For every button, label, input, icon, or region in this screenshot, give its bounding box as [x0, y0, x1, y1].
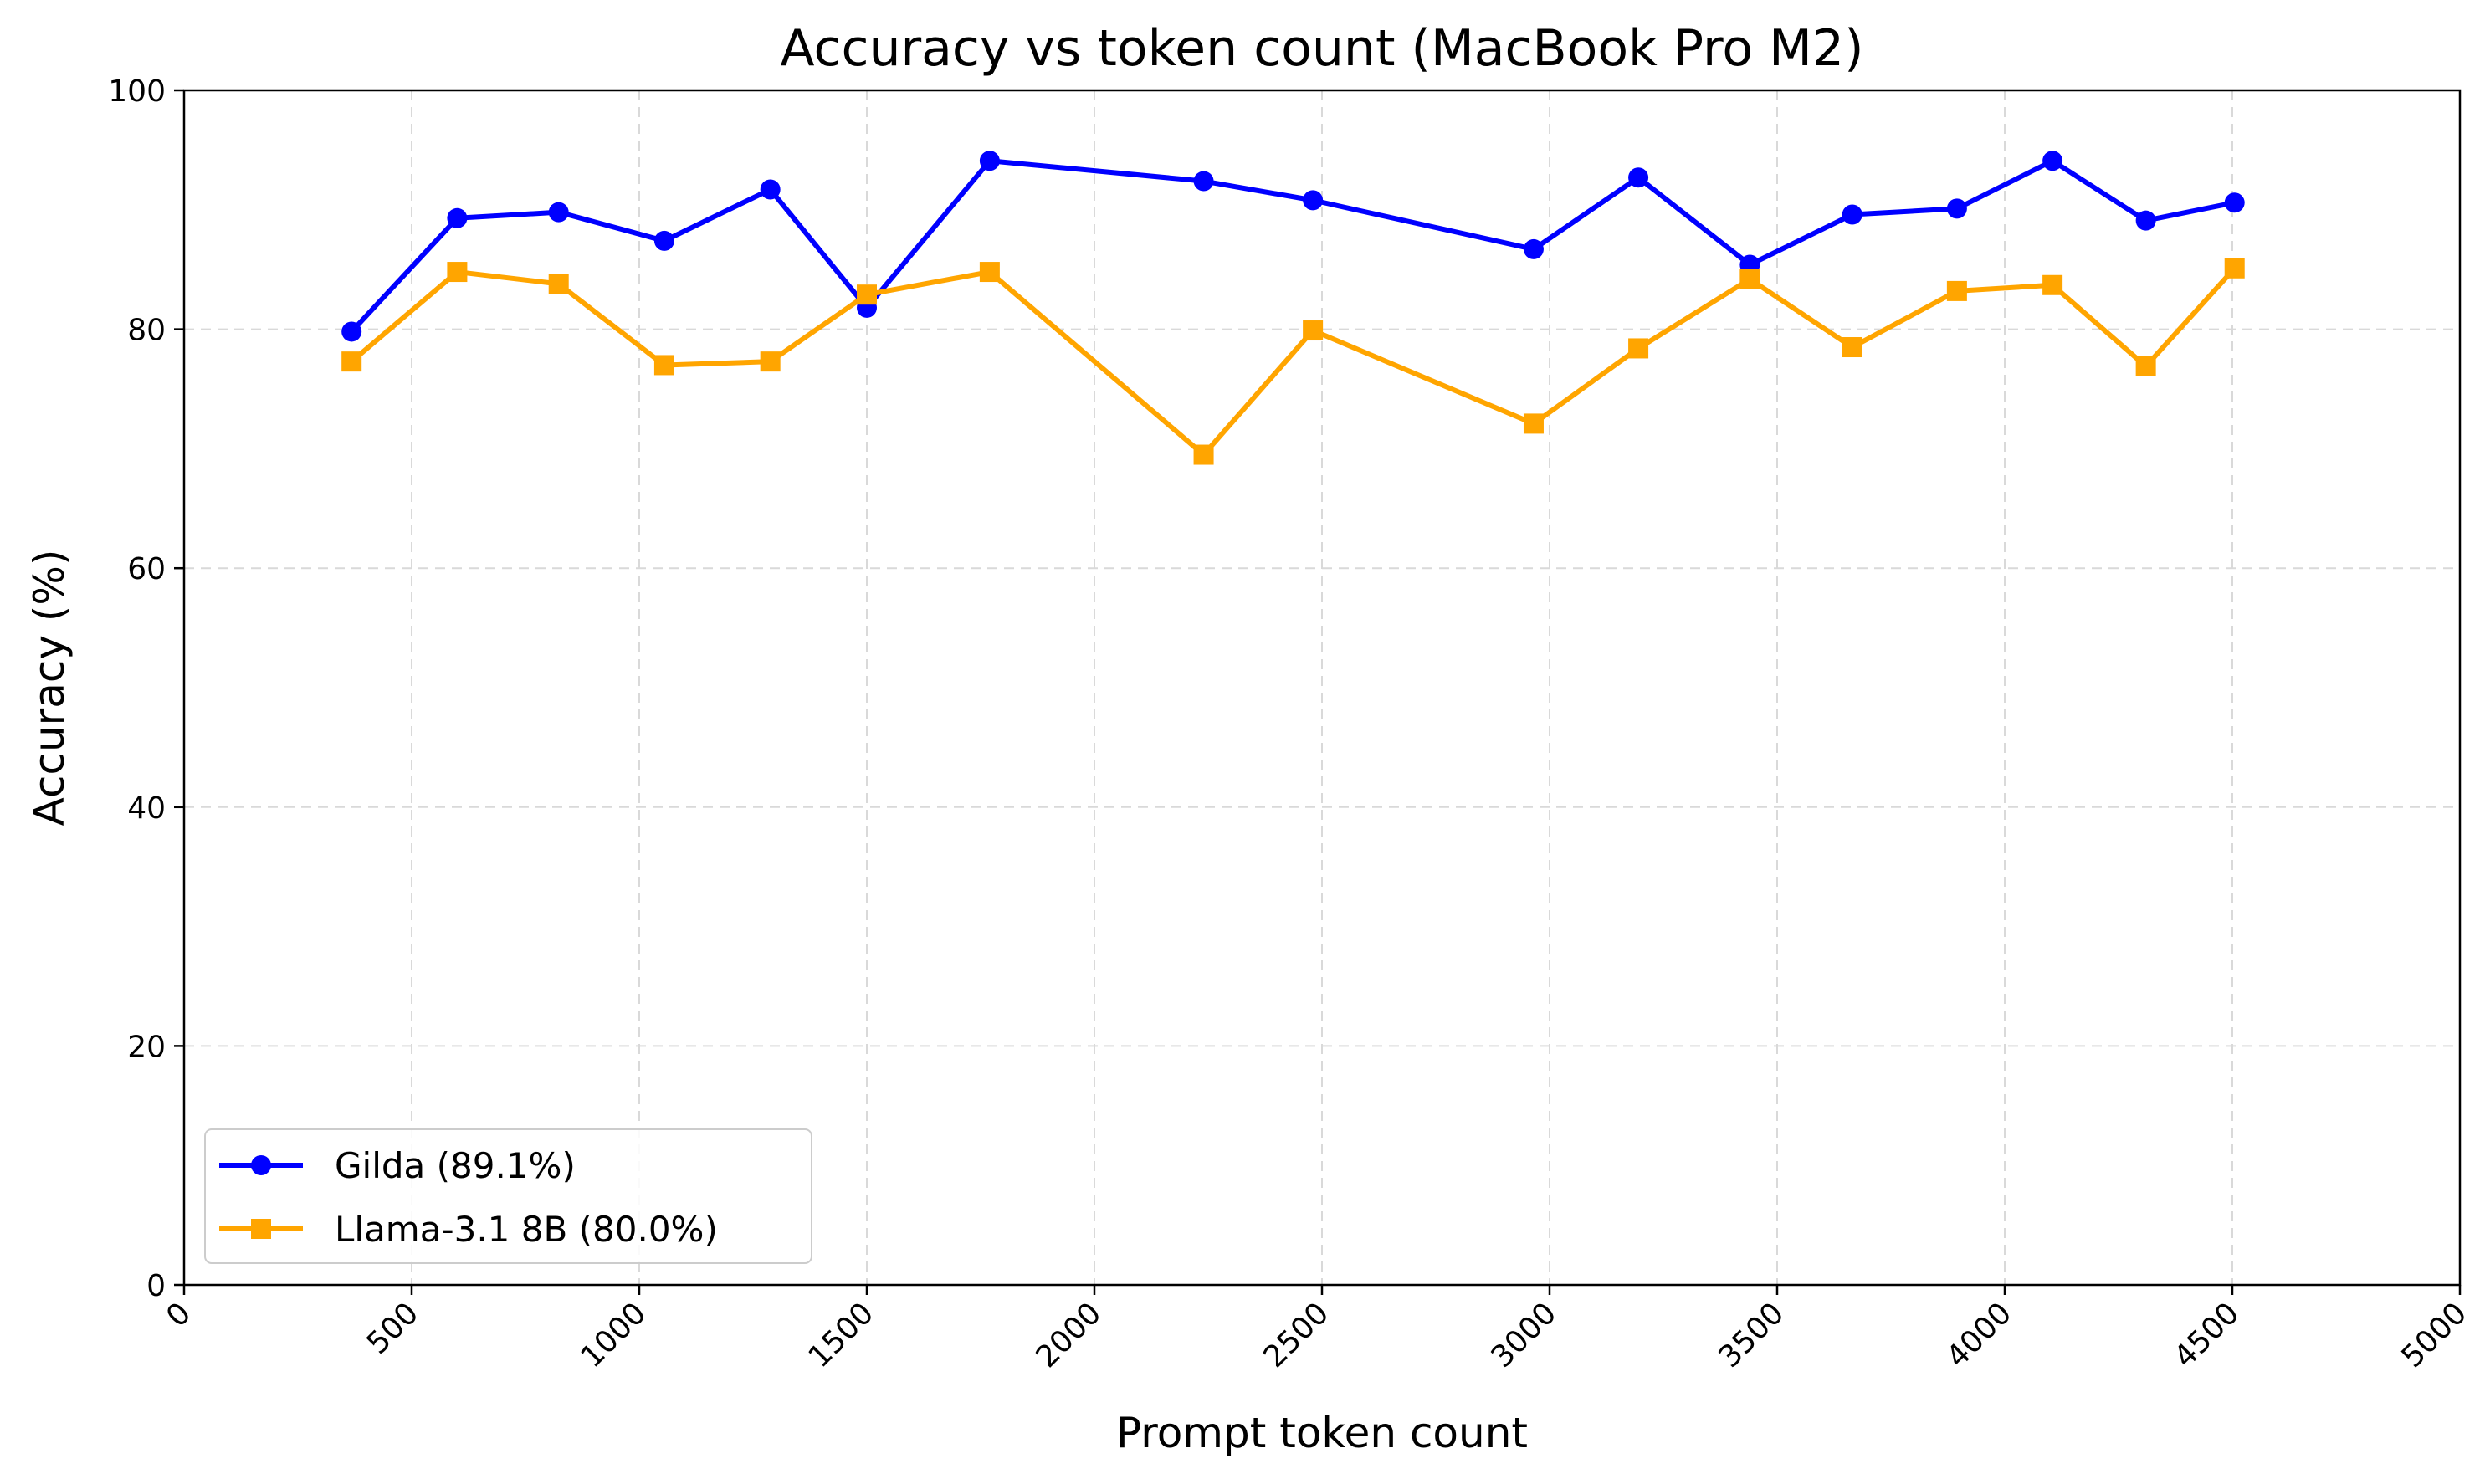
- data-point: [1946, 280, 1967, 301]
- legend-marker: [251, 1155, 271, 1175]
- chart-title: Accuracy vs token count (MacBook Pro M2): [781, 19, 1864, 78]
- data-point: [760, 179, 781, 200]
- series-layer: [341, 151, 2245, 465]
- data-point: [1628, 338, 1649, 359]
- legend-label: Llama-3.1 8B (80.0%): [335, 1209, 718, 1250]
- data-point: [447, 207, 468, 228]
- data-point: [979, 262, 1000, 283]
- data-point: [2135, 356, 2156, 376]
- legend-items: Gilda (89.1%) Llama-3.1 8B (80.0%): [219, 1145, 718, 1250]
- data-point: [1842, 204, 1862, 225]
- data-point: [548, 202, 569, 223]
- data-point: [1303, 320, 1324, 341]
- data-point: [1523, 413, 1544, 434]
- y-tick-label: 100: [108, 74, 166, 109]
- data-point: [2135, 210, 2156, 231]
- x-axis-label: Prompt token count: [1116, 1409, 1528, 1457]
- data-point: [760, 351, 781, 372]
- data-point: [2224, 258, 2245, 279]
- data-point: [1523, 238, 1544, 259]
- data-point: [653, 355, 674, 376]
- legend-label: Gilda (89.1%): [335, 1145, 576, 1186]
- legend-box: [204, 1128, 812, 1264]
- data-point: [2224, 192, 2245, 213]
- series-gilda: [341, 151, 2245, 342]
- data-point: [2042, 274, 2063, 295]
- series-llama: [341, 258, 2245, 465]
- data-point: [341, 351, 362, 372]
- y-tick-label: 20: [127, 1030, 166, 1064]
- y-tick-label: 80: [127, 314, 166, 348]
- legend-marker: [251, 1219, 271, 1239]
- data-point: [857, 284, 877, 305]
- legend: Gilda (89.1%) Llama-3.1 8B (80.0%): [204, 1128, 812, 1264]
- data-point: [979, 151, 1000, 171]
- data-point: [1740, 269, 1760, 289]
- data-point: [1193, 171, 1214, 192]
- y-tick-label: 0: [146, 1269, 166, 1303]
- data-point: [1946, 198, 1967, 219]
- y-axis-label: Accuracy (%): [25, 550, 74, 826]
- data-point: [1628, 167, 1649, 188]
- data-point: [1842, 337, 1862, 358]
- y-tick-label: 60: [127, 552, 166, 586]
- data-point: [548, 274, 569, 294]
- data-point: [2042, 151, 2063, 171]
- data-point: [341, 321, 362, 342]
- y-tick-label: 40: [127, 791, 166, 826]
- data-point: [447, 262, 468, 283]
- data-point: [1303, 190, 1324, 211]
- data-point: [1193, 444, 1214, 465]
- data-point: [653, 230, 674, 251]
